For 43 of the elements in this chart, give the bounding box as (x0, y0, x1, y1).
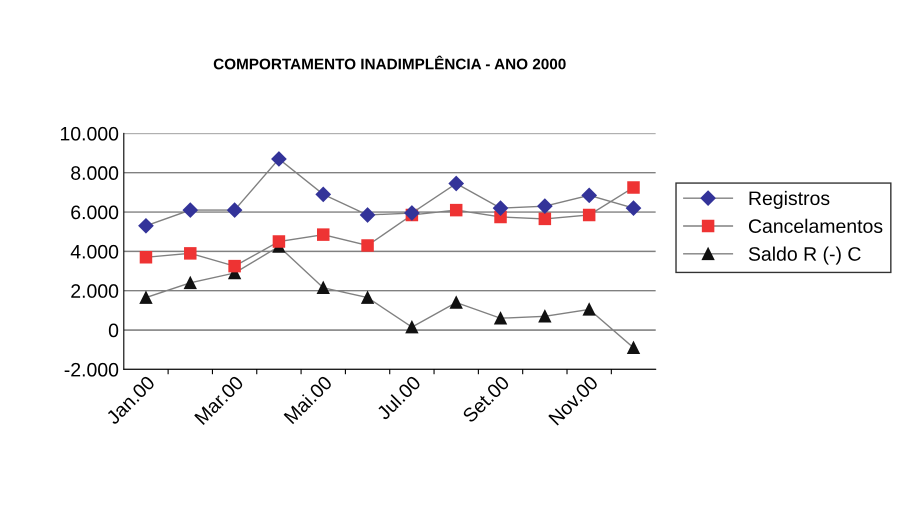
y-tick-label: 10.000 (60, 126, 118, 141)
legend-label: Saldo R (-) C (748, 246, 861, 265)
point (182, 202, 198, 218)
point (406, 320, 418, 334)
point (582, 188, 597, 203)
point (184, 276, 197, 290)
point (228, 260, 241, 272)
point (537, 198, 552, 214)
y-tick-label: 0 (108, 324, 118, 338)
point (582, 303, 596, 316)
point (450, 204, 462, 216)
point (448, 176, 464, 192)
point (138, 218, 154, 234)
point (404, 205, 420, 221)
chart-title: COMPORTAMENTO INADIMPLÊNCIA - ANO 2000 (214, 56, 566, 70)
legend-label: Cancelamentos (748, 218, 882, 233)
point (538, 310, 552, 323)
legend-label: Registros (750, 190, 830, 209)
y-tick-label: 4.000 (70, 244, 118, 259)
point (538, 212, 552, 226)
point (627, 341, 640, 354)
point (492, 200, 508, 216)
y-tick-label: 6.000 (71, 206, 118, 220)
point (582, 208, 596, 222)
point (184, 247, 197, 260)
point (361, 239, 374, 252)
y-tick-label: 8.000 (71, 166, 118, 180)
point (360, 207, 376, 223)
point (227, 202, 242, 218)
point (140, 251, 152, 264)
point (272, 235, 286, 248)
point (271, 151, 286, 167)
point (316, 186, 331, 202)
y-tick-label: -2.000 (64, 362, 118, 377)
point (450, 296, 462, 309)
y-tick-label: 2.000 (71, 284, 118, 298)
point (316, 228, 330, 241)
point (140, 291, 152, 304)
point (626, 200, 642, 216)
point (494, 312, 507, 324)
point (316, 282, 330, 294)
point (627, 181, 640, 194)
point (361, 291, 374, 304)
